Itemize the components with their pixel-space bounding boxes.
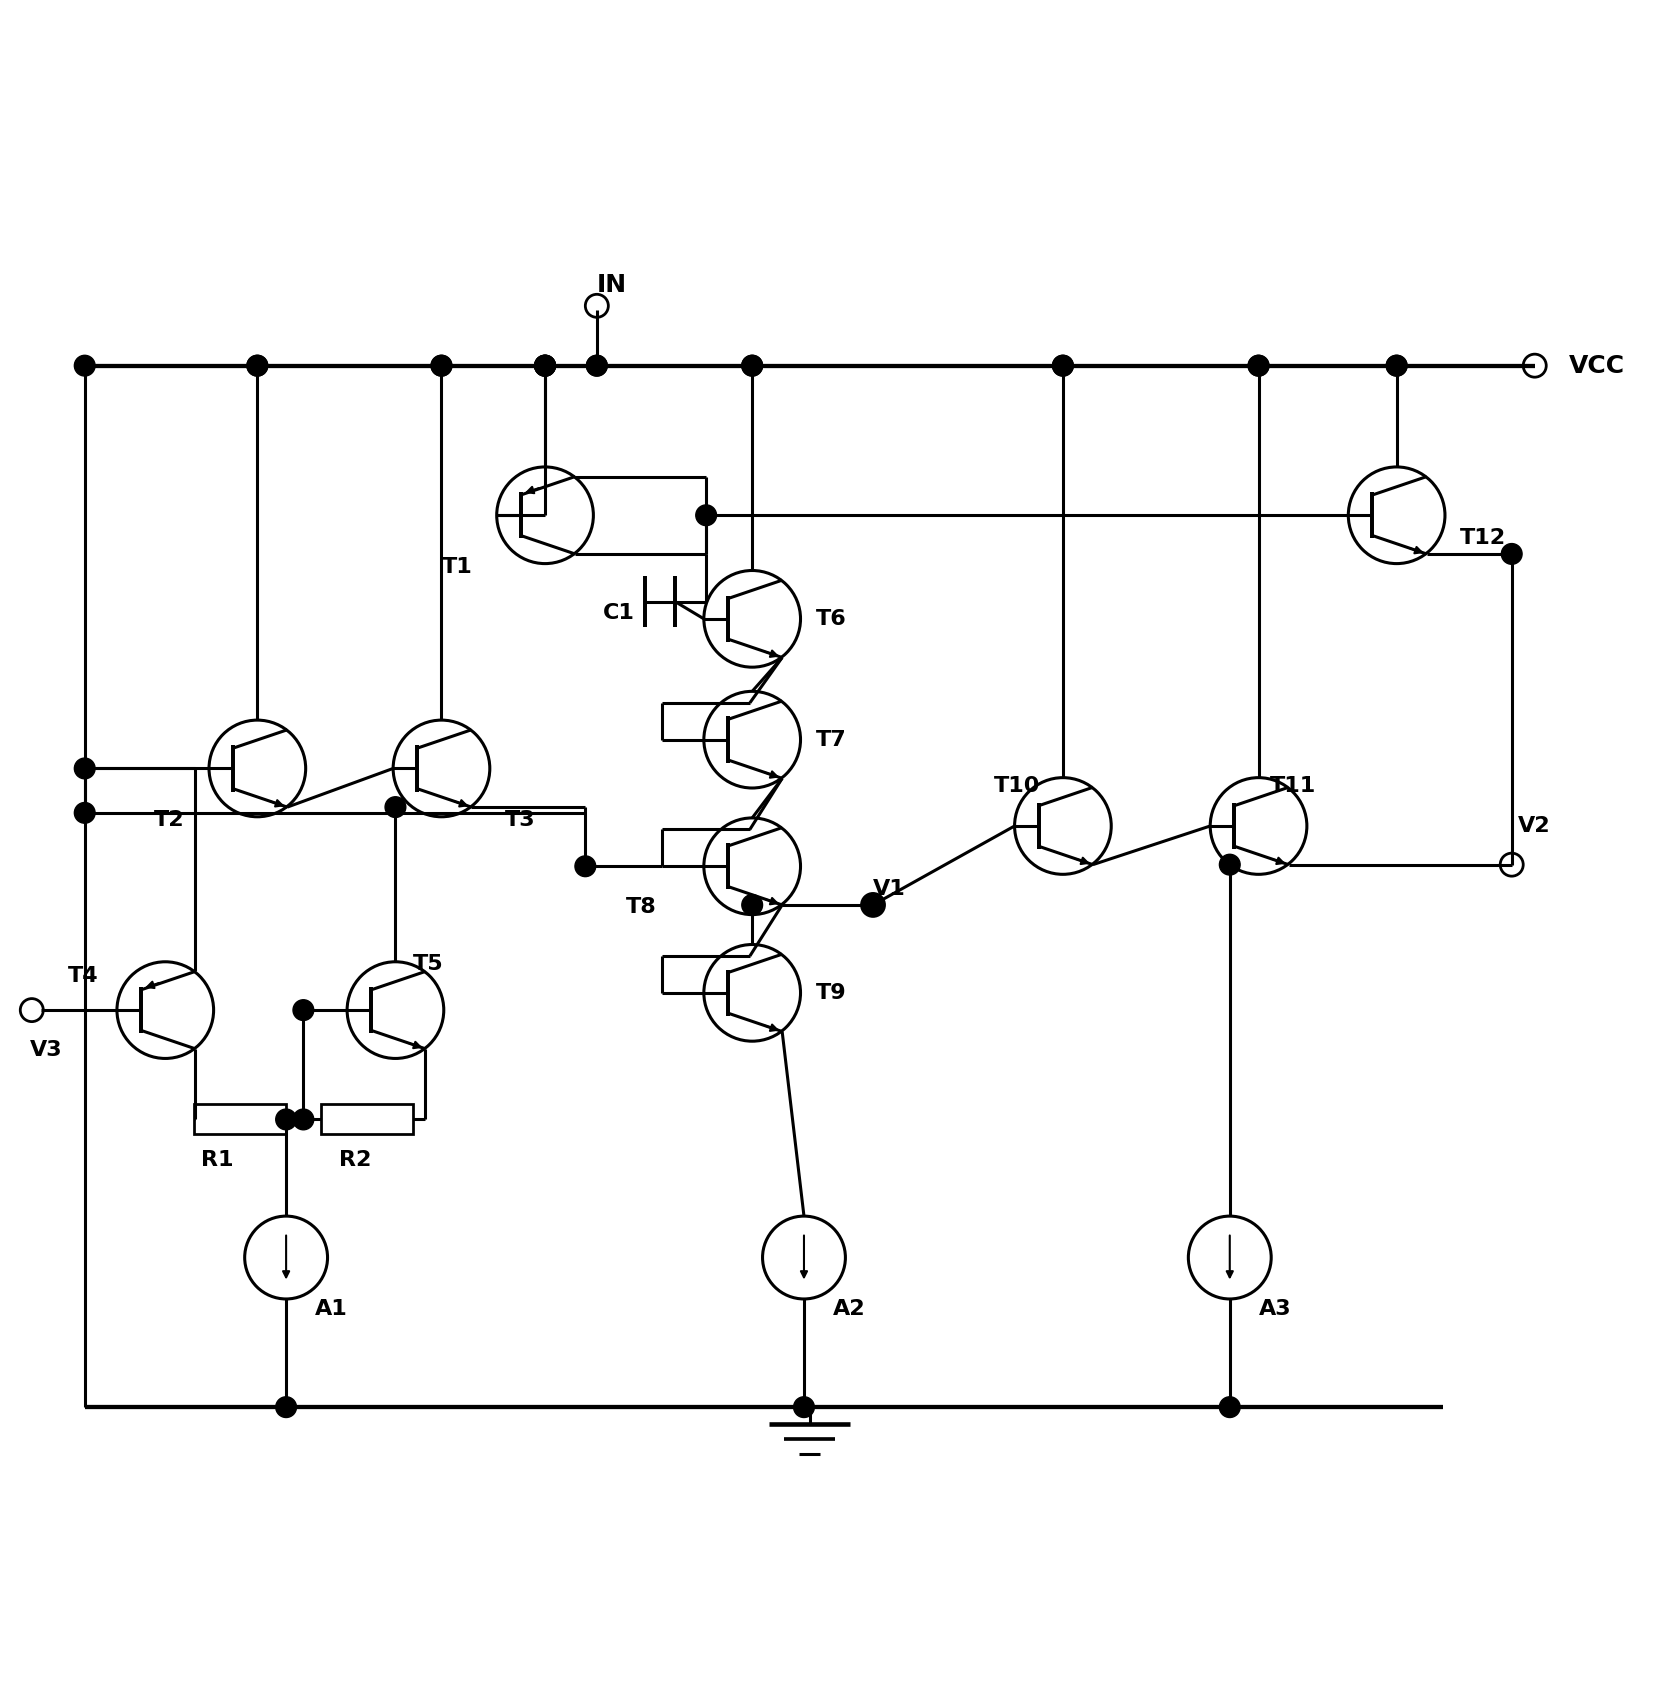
- Circle shape: [1387, 355, 1407, 375]
- Text: T12: T12: [1461, 528, 1506, 548]
- Circle shape: [386, 796, 406, 817]
- Circle shape: [535, 355, 555, 375]
- Circle shape: [247, 355, 268, 375]
- Circle shape: [1053, 355, 1073, 375]
- Text: V2: V2: [1518, 817, 1550, 835]
- Circle shape: [74, 757, 96, 779]
- Circle shape: [275, 1397, 297, 1418]
- Circle shape: [431, 355, 451, 375]
- Text: T10: T10: [994, 776, 1040, 796]
- Text: T2: T2: [154, 810, 184, 830]
- Circle shape: [741, 895, 763, 915]
- Circle shape: [1248, 355, 1269, 375]
- Circle shape: [1387, 355, 1407, 375]
- Text: T9: T9: [815, 983, 847, 1004]
- Text: R2: R2: [339, 1150, 371, 1170]
- Circle shape: [793, 1397, 815, 1418]
- Text: V3: V3: [30, 1041, 62, 1060]
- Circle shape: [535, 355, 555, 375]
- Text: VCC: VCC: [1570, 353, 1625, 377]
- Circle shape: [587, 355, 607, 375]
- Circle shape: [1219, 854, 1239, 874]
- Circle shape: [293, 1000, 314, 1020]
- Circle shape: [535, 355, 555, 375]
- Circle shape: [74, 355, 96, 375]
- Text: T4: T4: [67, 966, 97, 985]
- Circle shape: [1053, 355, 1073, 375]
- Circle shape: [862, 895, 884, 915]
- Circle shape: [1501, 543, 1523, 564]
- Circle shape: [275, 1109, 297, 1129]
- Circle shape: [247, 355, 268, 375]
- Text: C1: C1: [602, 603, 634, 623]
- Bar: [195, 1104, 287, 1134]
- Text: A3: A3: [1258, 1299, 1291, 1319]
- Circle shape: [587, 355, 607, 375]
- Circle shape: [74, 803, 96, 824]
- Text: T7: T7: [815, 730, 847, 751]
- Text: T8: T8: [626, 897, 656, 917]
- Text: T6: T6: [815, 610, 847, 628]
- Circle shape: [431, 355, 451, 375]
- Bar: [320, 1104, 413, 1134]
- Text: T5: T5: [413, 954, 443, 975]
- Text: T1: T1: [441, 557, 473, 577]
- Text: V1: V1: [874, 880, 906, 900]
- Circle shape: [575, 856, 595, 876]
- Circle shape: [696, 504, 716, 526]
- Circle shape: [741, 355, 763, 375]
- Text: A1: A1: [315, 1299, 347, 1319]
- Text: A2: A2: [833, 1299, 865, 1319]
- Text: R1: R1: [201, 1150, 233, 1170]
- Circle shape: [741, 355, 763, 375]
- Circle shape: [1248, 355, 1269, 375]
- Circle shape: [535, 355, 555, 375]
- Text: IN: IN: [597, 273, 627, 297]
- Circle shape: [1219, 1397, 1239, 1418]
- Text: T3: T3: [505, 810, 535, 830]
- Text: T11: T11: [1269, 776, 1316, 796]
- Circle shape: [293, 1109, 314, 1129]
